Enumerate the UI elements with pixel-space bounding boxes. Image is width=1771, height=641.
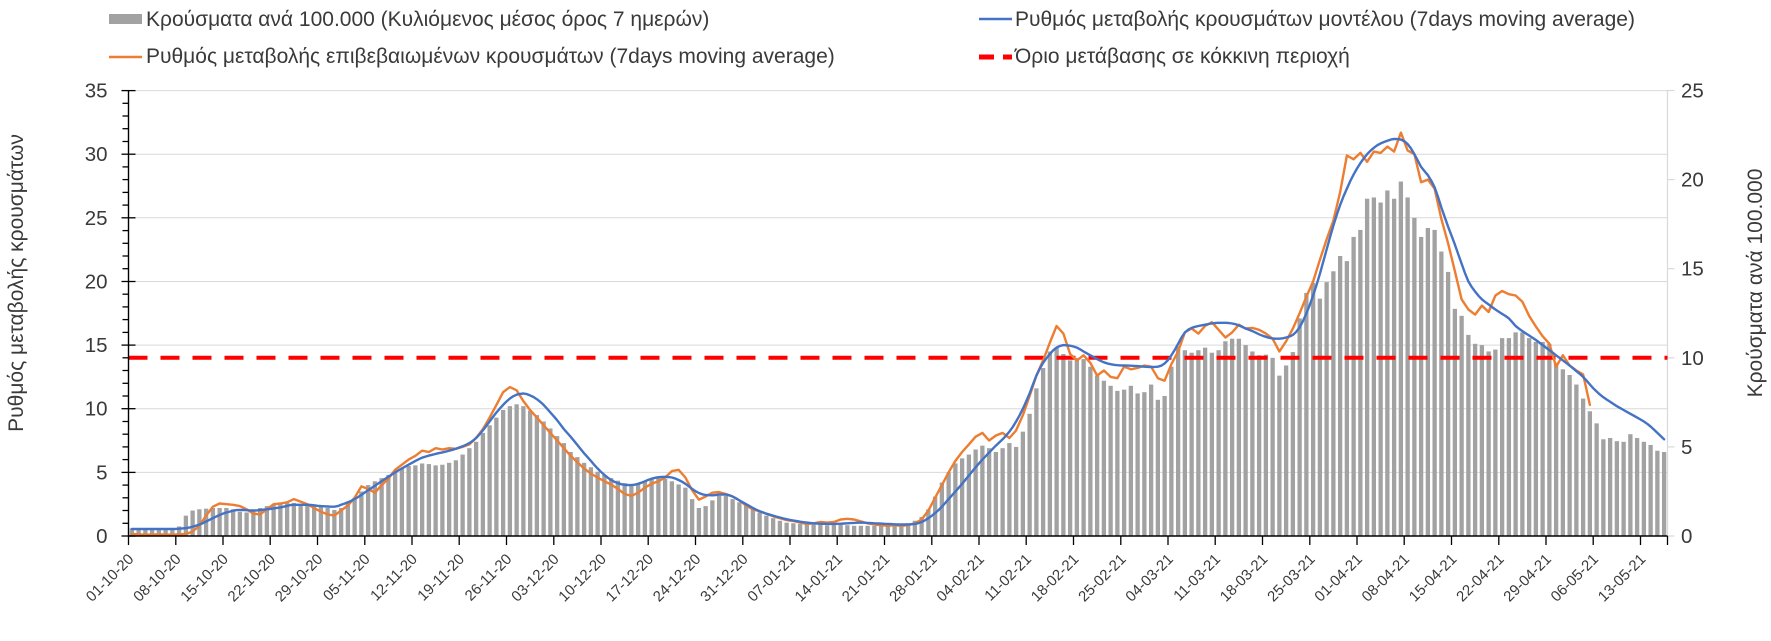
svg-text:Όριο μετάβασης σε κόκκινη περι: Όριο μετάβασης σε κόκκινη περιοχή	[1014, 45, 1350, 68]
svg-text:30: 30	[85, 143, 108, 166]
svg-text:0: 0	[96, 525, 107, 548]
svg-text:Κρούσματα ανά 100.000: Κρούσματα ανά 100.000	[1744, 169, 1767, 398]
svg-text:10: 10	[85, 398, 108, 421]
svg-text:20: 20	[85, 271, 108, 294]
svg-text:10: 10	[1681, 347, 1704, 370]
svg-text:5: 5	[1681, 436, 1692, 459]
svg-text:20: 20	[1681, 169, 1704, 192]
svg-text:25: 25	[1681, 80, 1704, 103]
svg-text:Κρούσματα ανά 100.000 (Κυλιόμε: Κρούσματα ανά 100.000 (Κυλιόμενος μέσος …	[146, 8, 709, 31]
svg-text:25: 25	[85, 207, 108, 230]
svg-text:Ρυθμός μεταβολής κρουσμάτων: Ρυθμός μεταβολής κρουσμάτων	[5, 134, 28, 432]
svg-text:35: 35	[85, 80, 108, 103]
svg-text:15: 15	[1681, 258, 1704, 281]
svg-text:15: 15	[85, 334, 108, 357]
svg-text:Ρυθμός μεταβολής κρουσμάτων μο: Ρυθμός μεταβολής κρουσμάτων μοντέλου (7d…	[1015, 8, 1635, 31]
svg-text:Ρυθμός μεταβολής επιβεβαιωμένω: Ρυθμός μεταβολής επιβεβαιωμένων κρουσμάτ…	[146, 45, 835, 68]
svg-text:5: 5	[96, 461, 107, 484]
svg-text:0: 0	[1681, 525, 1692, 548]
